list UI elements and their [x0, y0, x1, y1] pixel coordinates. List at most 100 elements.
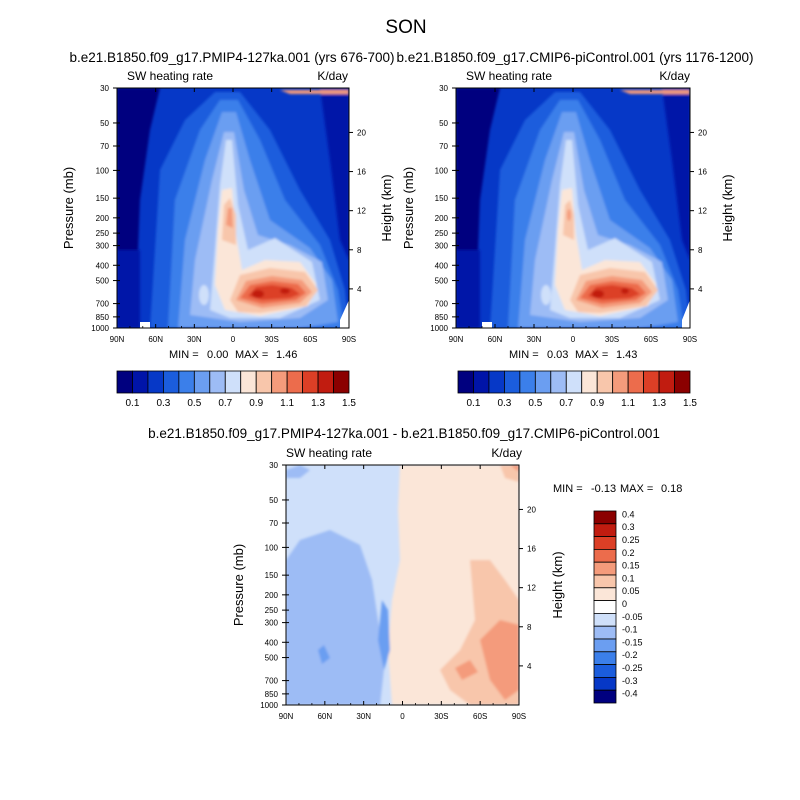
colorbar-label: -0.15: [622, 637, 643, 647]
x-tick-label: 90S: [683, 335, 697, 344]
colorbar-swatch: [593, 536, 617, 550]
y-tick-label: 850: [265, 690, 279, 699]
colorbar-swatch: [488, 370, 505, 394]
y-tick-label: 1000: [260, 701, 278, 710]
panel-1-max-label: MAX =: [235, 349, 268, 361]
panel-3-stats: MIN = -0.13 MAX = 0.18: [553, 483, 682, 495]
colorbar-swatch: [596, 370, 614, 394]
colorbar-swatch: [593, 523, 617, 537]
panel-2-right-label: K/day: [659, 69, 690, 83]
colorbar-label: 0.2: [622, 548, 635, 558]
colorbar-swatch: [658, 370, 675, 394]
y-tick-label: 30: [100, 84, 109, 93]
colorbar-swatch: [593, 574, 617, 589]
colorbar-swatch: [593, 587, 617, 601]
y-tick-label: 400: [96, 261, 110, 270]
x-tick-label: 60N: [317, 712, 332, 721]
y2-tick-label: 16: [527, 545, 536, 554]
x-tick-label: 90N: [279, 712, 294, 721]
x-tick-label: 60S: [303, 335, 317, 344]
panel-2-max-label: MAX =: [575, 349, 608, 361]
panel-3-colorbar: 0.4 0.3 0.25 0.2 0.15 0.1 0.05 0 -0.05 -0.1 -0.15 -…: [593, 509, 643, 704]
x-tick-label: 30N: [527, 335, 542, 344]
x-tick-label: 30S: [265, 335, 279, 344]
panel-2: b.e21.B1850.f09_g17.CMIP6-piControl.001 …: [397, 50, 754, 409]
colorbar-swatch: [593, 510, 617, 525]
colorbar-label: -0.1: [622, 625, 638, 635]
panel-3-axes: 30 50 70 100 150 200 250 300 400 500 700 850 1000 20 1…: [260, 461, 536, 721]
colorbar-label: -0.2: [622, 650, 638, 660]
y-tick-label: 100: [96, 166, 110, 175]
colorbar-swatch: [333, 370, 350, 394]
x-tick-label: 0: [571, 335, 576, 344]
y2-tick-label: 4: [357, 285, 362, 294]
y-tick-label: 400: [435, 261, 449, 270]
colorbar-label: 1.5: [342, 398, 356, 409]
y-tick-label: 100: [265, 543, 279, 552]
y-tick-label: 850: [96, 313, 110, 322]
colorbar-label: 0.25: [622, 535, 640, 545]
x-tick-label: 30N: [187, 335, 202, 344]
y-tick-label: 200: [96, 214, 110, 223]
colorbar-label: -0.4: [622, 689, 638, 699]
panel-2-title: b.e21.B1850.f09_g17.CMIP6-piControl.001 …: [397, 50, 754, 65]
x-tick-label: 60S: [473, 712, 487, 721]
colorbar-swatch: [302, 370, 319, 394]
x-tick-label: 30S: [434, 712, 448, 721]
y2-tick-label: 16: [357, 168, 366, 177]
y-tick-label: 850: [435, 313, 449, 322]
panel-2-ylabel: Pressure (mb): [401, 167, 416, 249]
panel-3-right-label: K/day: [491, 446, 522, 460]
panel-2-stats: MIN = 0.03 MAX = 1.43: [509, 349, 637, 361]
colorbar-label: 1.3: [652, 398, 666, 409]
y2-tick-label: 8: [527, 623, 532, 632]
panel-1-min-label: MIN =: [169, 349, 199, 361]
colorbar-swatch: [627, 370, 645, 394]
colorbar-swatch: [209, 370, 226, 394]
panel-3: b.e21.B1850.f09_g17.PMIP4-127ka.001 - b.…: [148, 426, 682, 721]
colorbar-swatch: [593, 561, 617, 576]
colorbar-label: -0.25: [622, 663, 643, 673]
y2-tick-label: 20: [698, 128, 707, 137]
y2-tick-label: 20: [527, 505, 536, 514]
x-tick-label: 90N: [449, 335, 464, 344]
x-tick-label: 60N: [148, 335, 163, 344]
colorbar-swatch: [534, 370, 552, 394]
panel-2-field: [456, 88, 690, 328]
panel-1: b.e21.B1850.f09_g17.PMIP4-127ka.001 (yrs…: [61, 50, 394, 409]
y-tick-label: 700: [435, 300, 449, 309]
panel-1-field: [117, 88, 349, 328]
colorbar-label: 0.5: [187, 398, 201, 409]
panel-3-field: [286, 465, 519, 705]
y-tick-label: 50: [100, 119, 109, 128]
colorbar-label: 0.15: [622, 561, 640, 571]
panel-3-ylabel: Pressure (mb): [231, 544, 246, 626]
colorbar-label: -0.3: [622, 676, 638, 686]
y2-tick-label: 8: [698, 246, 703, 255]
y-tick-label: 250: [265, 606, 279, 615]
panel-3-max-value: 0.18: [661, 483, 682, 495]
colorbar-swatch: [317, 370, 334, 394]
panel-1-colorbar: 0.1 0.3 0.5 0.7 0.9 1.1 1.3 1.5: [116, 370, 356, 409]
y-tick-label: 700: [265, 677, 279, 686]
panel-1-right-label: K/day: [317, 69, 348, 83]
y2-tick-label: 12: [698, 207, 707, 216]
x-tick-label: 30N: [356, 712, 371, 721]
colorbar-label: 0.7: [218, 398, 232, 409]
colorbar-swatch: [565, 370, 583, 394]
y-tick-label: 70: [439, 142, 448, 151]
y-tick-label: 100: [435, 166, 449, 175]
y-tick-label: 500: [435, 277, 449, 286]
colorbar-label: 0.3: [497, 398, 511, 409]
y-tick-label: 150: [265, 571, 279, 580]
colorbar-swatch: [593, 613, 617, 627]
colorbar-label: 0: [622, 599, 627, 609]
y-tick-label: 30: [269, 461, 278, 470]
colorbar-swatch: [550, 370, 567, 394]
colorbar-swatch: [593, 600, 617, 614]
y-tick-label: 1000: [91, 324, 109, 333]
colorbar-swatch: [162, 370, 180, 394]
y2-tick-label: 4: [698, 285, 703, 294]
colorbar-label: 0.05: [622, 586, 640, 596]
y2-tick-label: 12: [357, 207, 366, 216]
